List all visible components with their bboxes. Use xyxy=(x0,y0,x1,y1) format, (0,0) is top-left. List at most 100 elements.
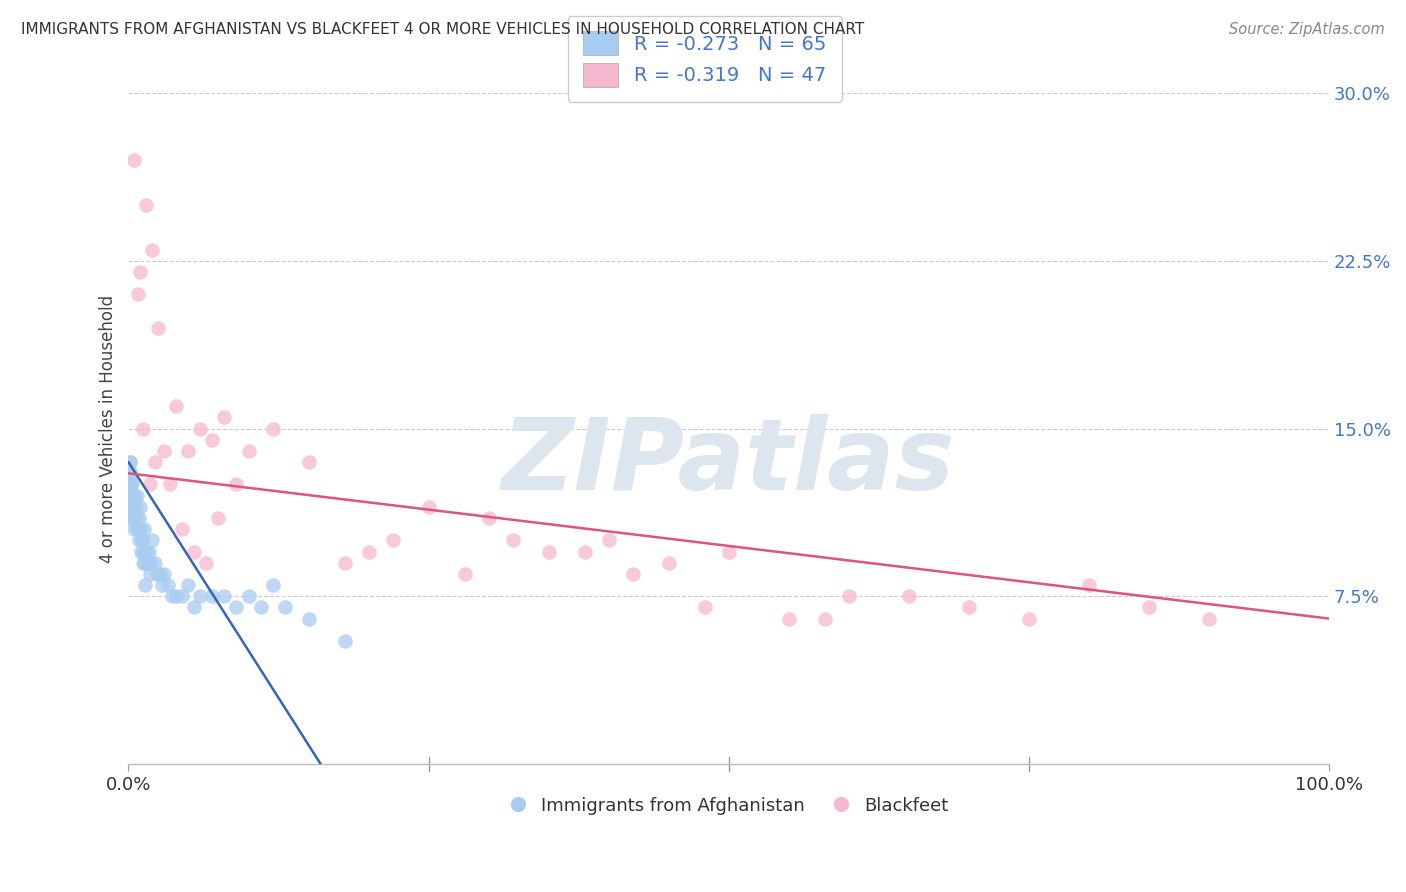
Point xyxy=(160,589,183,603)
Point xyxy=(333,634,356,648)
Point xyxy=(190,589,212,603)
Point xyxy=(621,566,644,581)
Point xyxy=(139,477,162,491)
Point xyxy=(128,511,150,525)
Point xyxy=(125,489,148,503)
Point xyxy=(1137,600,1160,615)
Point xyxy=(127,522,149,536)
Point xyxy=(214,589,236,603)
Point xyxy=(132,522,155,536)
Point xyxy=(838,589,860,603)
Point xyxy=(124,511,146,525)
Text: IMMIGRANTS FROM AFGHANISTAN VS BLACKFEET 4 OR MORE VEHICLES IN HOUSEHOLD CORRELA: IMMIGRANTS FROM AFGHANISTAN VS BLACKFEET… xyxy=(21,22,865,37)
Point xyxy=(131,533,153,548)
Point xyxy=(1077,578,1099,592)
Point xyxy=(238,589,260,603)
Point xyxy=(207,511,229,525)
Point xyxy=(118,455,141,469)
Point xyxy=(135,544,157,558)
Point xyxy=(124,500,146,514)
Point xyxy=(172,522,194,536)
Point xyxy=(141,556,163,570)
Point xyxy=(598,533,620,548)
Point xyxy=(120,455,142,469)
Point xyxy=(135,544,157,558)
Point xyxy=(190,421,212,435)
Point xyxy=(121,489,143,503)
Point xyxy=(166,589,188,603)
Point xyxy=(122,511,145,525)
Legend: Immigrants from Afghanistan, Blackfeet: Immigrants from Afghanistan, Blackfeet xyxy=(502,789,956,822)
Point xyxy=(132,421,155,435)
Point xyxy=(153,444,176,458)
Point xyxy=(717,544,740,558)
Point xyxy=(121,477,143,491)
Point xyxy=(183,600,205,615)
Point xyxy=(418,500,440,514)
Point xyxy=(159,477,181,491)
Y-axis label: 4 or more Vehicles in Household: 4 or more Vehicles in Household xyxy=(100,294,117,563)
Point xyxy=(225,600,247,615)
Text: Source: ZipAtlas.com: Source: ZipAtlas.com xyxy=(1229,22,1385,37)
Point xyxy=(132,556,155,570)
Point xyxy=(118,477,141,491)
Point xyxy=(693,600,716,615)
Point xyxy=(153,566,176,581)
Point xyxy=(131,533,153,548)
Point xyxy=(249,600,271,615)
Point xyxy=(127,287,149,301)
Point xyxy=(127,522,149,536)
Point xyxy=(120,511,142,525)
Point xyxy=(477,511,499,525)
Point xyxy=(136,556,159,570)
Text: ZIPatlas: ZIPatlas xyxy=(502,414,955,510)
Point xyxy=(121,477,143,491)
Point xyxy=(778,611,800,625)
Point xyxy=(297,455,319,469)
Point xyxy=(120,467,142,481)
Point xyxy=(125,511,148,525)
Point xyxy=(195,556,218,570)
Point xyxy=(143,556,166,570)
Point xyxy=(129,544,152,558)
Point xyxy=(149,566,172,581)
Point xyxy=(143,455,166,469)
Point xyxy=(214,410,236,425)
Point xyxy=(141,533,163,548)
Point xyxy=(177,578,200,592)
Point xyxy=(139,566,162,581)
Point xyxy=(148,321,170,335)
Point xyxy=(1018,611,1040,625)
Point xyxy=(134,578,156,592)
Point xyxy=(122,511,145,525)
Point xyxy=(128,533,150,548)
Point xyxy=(121,500,143,514)
Point xyxy=(957,600,980,615)
Point xyxy=(141,243,163,257)
Point xyxy=(814,611,837,625)
Point xyxy=(357,544,380,558)
Point xyxy=(146,566,169,581)
Point xyxy=(129,265,152,279)
Point xyxy=(135,198,157,212)
Point xyxy=(333,556,356,570)
Point xyxy=(453,566,475,581)
Point xyxy=(297,611,319,625)
Point xyxy=(1198,611,1220,625)
Point xyxy=(157,578,180,592)
Point xyxy=(128,500,150,514)
Point xyxy=(121,500,143,514)
Point xyxy=(262,578,284,592)
Point xyxy=(183,544,205,558)
Point xyxy=(658,556,681,570)
Point xyxy=(201,589,224,603)
Point xyxy=(122,522,145,536)
Point xyxy=(129,522,152,536)
Point xyxy=(124,489,146,503)
Point xyxy=(132,544,155,558)
Point xyxy=(897,589,920,603)
Point xyxy=(122,500,145,514)
Point xyxy=(381,533,404,548)
Point xyxy=(537,544,560,558)
Point xyxy=(172,589,194,603)
